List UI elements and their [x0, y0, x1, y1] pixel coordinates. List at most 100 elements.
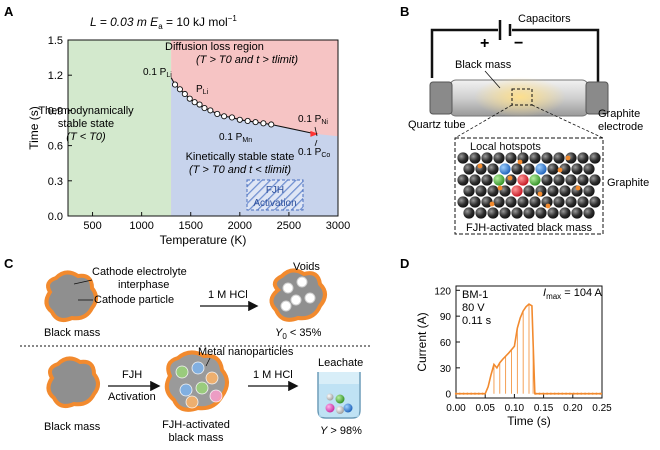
baseline-sample — [587, 392, 590, 395]
graphite-particle — [559, 207, 571, 219]
graphite-particle — [583, 185, 595, 197]
nanoparticle — [195, 381, 209, 395]
void — [290, 294, 302, 306]
y-tick-label: 90 — [440, 312, 452, 323]
panel-a: A L = 0.03 m Ea = 10 kJ mol−1 500 1000 150… — [4, 4, 350, 247]
baseline-sample — [473, 392, 477, 395]
graphite-particle — [547, 185, 559, 197]
graphite-particle — [469, 152, 481, 164]
metal-nanoparticles — [175, 361, 223, 409]
graphite-particle — [487, 207, 499, 219]
graphite-particle — [505, 152, 517, 164]
panel-b-label: B — [400, 4, 409, 19]
current-line — [456, 303, 602, 395]
plot-frame — [67, 39, 339, 217]
bead-grey — [336, 406, 344, 414]
graphite-particle — [589, 174, 601, 186]
bead-pink — [325, 403, 335, 413]
void — [282, 282, 294, 294]
cei-label-1: Cathode electrolyte — [92, 266, 187, 278]
baseline-sample — [454, 392, 458, 395]
x-tick-label: 2500 — [277, 220, 301, 232]
diffusion-region-condition: (T > T0 and t > tlimit) — [196, 54, 298, 66]
baseline-sample — [576, 392, 579, 395]
data-point — [201, 105, 208, 112]
cei-label-2: interphase — [118, 279, 169, 291]
hotspot-spark — [537, 191, 543, 197]
baseline-sample — [568, 392, 571, 395]
x-tick-label: 1500 — [178, 220, 202, 232]
thermo-region-condition: (T < T0) — [66, 131, 106, 143]
baseline-sample — [481, 392, 484, 395]
hotspot-spark — [489, 201, 495, 207]
graphite-particle — [523, 185, 535, 197]
graphite-particle — [529, 152, 541, 164]
legend-bm1: BM-1 — [462, 289, 488, 301]
graphite-particle — [577, 152, 589, 164]
metal-np-label: Metal nanoparticles — [198, 346, 294, 358]
x-tick-label: 0.15 — [534, 403, 554, 414]
panel-a-label: A — [4, 4, 14, 19]
graphite-particle — [493, 152, 505, 164]
graphite-particle — [523, 163, 535, 175]
graphite-particles — [457, 152, 601, 219]
graphite-particle — [475, 185, 487, 197]
graphite-particle — [553, 174, 565, 186]
data-point — [268, 121, 275, 128]
panel-c: C Cathode electrolyte interphase Cathode… — [4, 256, 370, 444]
graphite-particle — [457, 174, 469, 186]
baseline-sample — [462, 392, 465, 395]
panel-d-axes: 0.00 0.05 0.10 0.15 0.20 0.25 0 30 60 90 120 Time (… — [415, 285, 612, 428]
baseline-sample — [549, 392, 553, 395]
graphite-particle — [457, 152, 469, 164]
baseline-sample — [466, 392, 469, 395]
voids — [280, 276, 316, 312]
hotspot-particle — [511, 185, 523, 197]
baseline-sample — [534, 392, 537, 395]
black-mass-top-label: Black mass — [44, 327, 101, 339]
y-axis-label: Time (s) — [27, 106, 41, 150]
nanoparticle — [209, 389, 223, 403]
x-tick-label: 0.10 — [505, 403, 525, 414]
kinetic-region-title: Kinetically stable state — [186, 151, 295, 163]
hotspot-particle — [493, 174, 505, 186]
black-mass-particle-bottom — [46, 356, 100, 408]
black-mass-leader — [484, 70, 501, 89]
graphite-particle — [589, 196, 601, 208]
baseline-sample — [458, 392, 461, 395]
black-mass-particle-top — [44, 270, 98, 322]
graphite-particle — [457, 196, 469, 208]
baseline-sample — [538, 392, 541, 395]
hotspot-spark — [565, 155, 571, 161]
panel-d-label: D — [400, 256, 409, 271]
annot-pni-leader — [314, 126, 318, 137]
data-point — [196, 101, 203, 108]
graphite-particle — [529, 196, 541, 208]
x-tick-label: 0.20 — [563, 403, 583, 414]
graphite-particle — [541, 152, 553, 164]
nanoparticle — [179, 383, 193, 397]
black-mass-bottom-label: Black mass — [44, 421, 101, 433]
graphite-particle — [583, 163, 595, 175]
zoom-line-left — [454, 104, 513, 139]
graphite-particle — [541, 174, 553, 186]
graphite-particle — [571, 163, 583, 175]
hotspot-spark — [507, 175, 513, 181]
panel-c-label: C — [4, 256, 14, 271]
graphite-particle — [517, 196, 529, 208]
annot-pli-1: 0.1 PLi — [143, 67, 172, 79]
data-point — [214, 110, 221, 117]
hotspot-spark — [557, 167, 563, 173]
graphite-particle — [565, 174, 577, 186]
x-tick-label: 2000 — [228, 220, 252, 232]
y-tick-label: 1.2 — [48, 70, 63, 82]
x-axis-label: Temperature (K) — [160, 233, 247, 247]
graphite-particle — [463, 185, 475, 197]
fjh-black-mass-bg — [467, 221, 591, 233]
y-tick-label: 30 — [440, 364, 452, 375]
zoom-line-right — [531, 104, 604, 139]
y-tick-label: 1.5 — [48, 35, 63, 47]
x-tick-label: 0.25 — [592, 403, 612, 414]
y-axis-label: Current (A) — [415, 312, 429, 371]
